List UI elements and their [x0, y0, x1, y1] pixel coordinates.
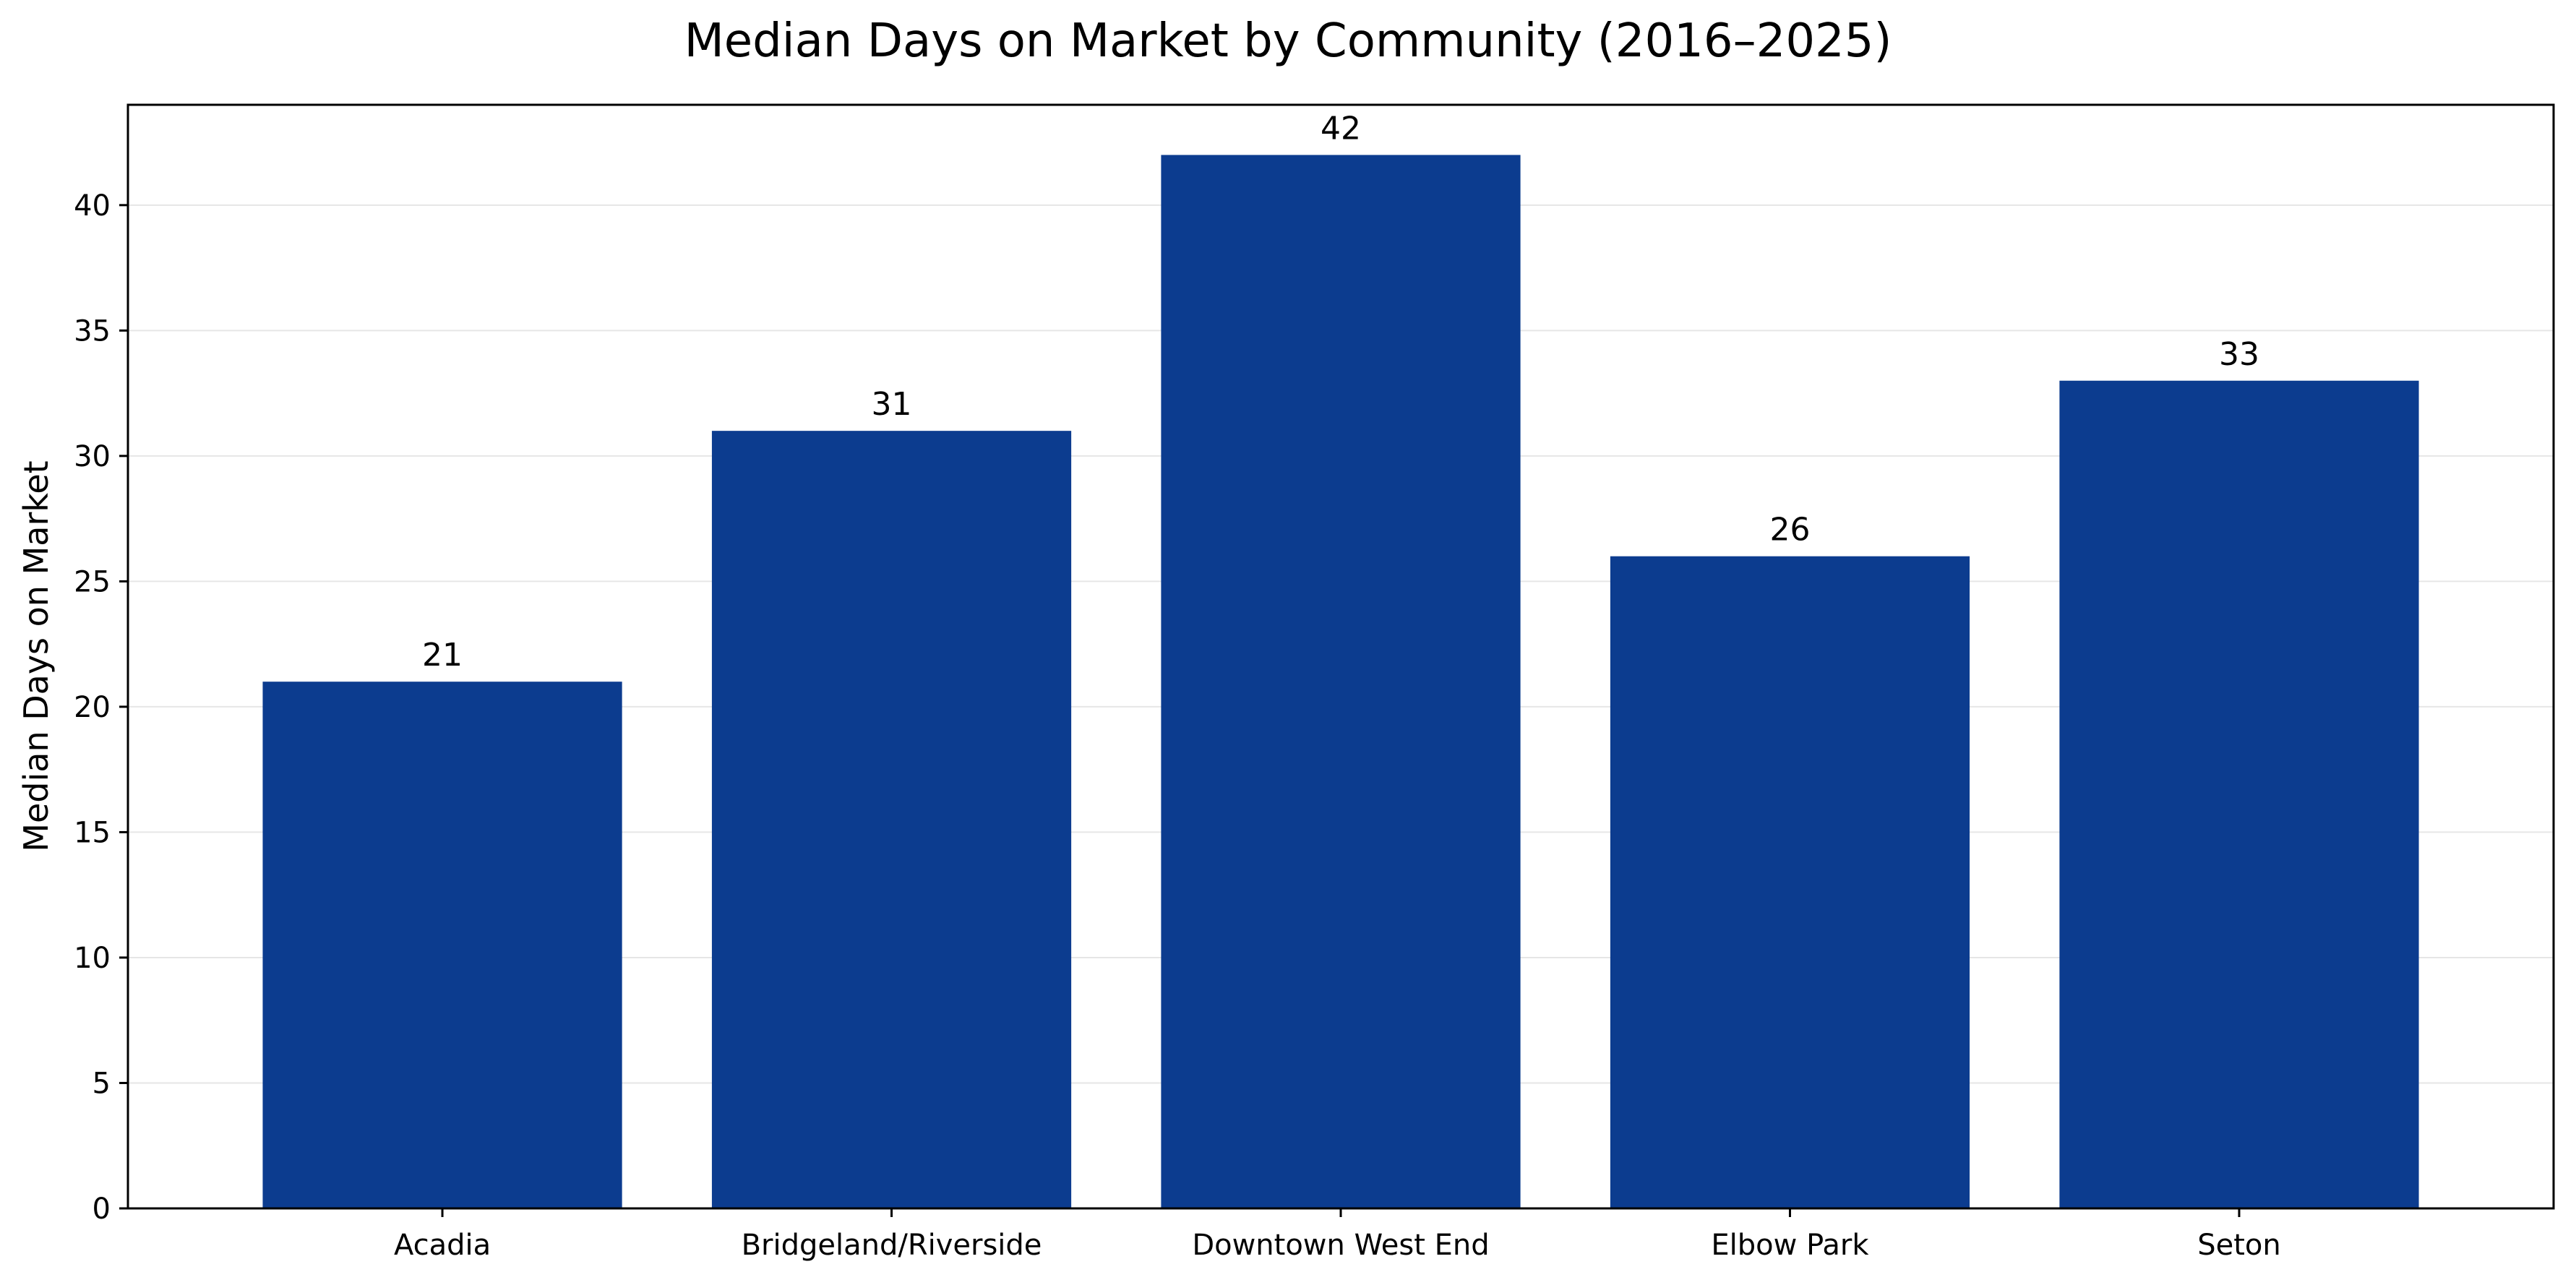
- bar-elbow-park: [1610, 556, 1970, 1208]
- y-tick-label: 0: [93, 1192, 111, 1226]
- x-tick-label: Downtown West End: [1192, 1229, 1489, 1262]
- data-label: 21: [422, 637, 463, 674]
- y-tick-label: 15: [74, 816, 111, 849]
- x-tick-label: Acadia: [394, 1229, 491, 1262]
- y-tick-label: 25: [74, 565, 111, 598]
- data-label: 31: [872, 386, 912, 423]
- bar-seton: [2059, 380, 2419, 1208]
- y-tick-label: 35: [74, 314, 111, 348]
- y-tick-label: 40: [74, 189, 111, 223]
- data-label: 26: [1769, 512, 1810, 549]
- y-axis-ticks: 0 5 10 15 20 25 30 35 40: [74, 189, 128, 1226]
- data-label: 33: [2219, 336, 2259, 373]
- bar-bridgeland-riverside: [711, 431, 1072, 1208]
- x-tick-label: Bridgeland/Riverside: [742, 1229, 1042, 1262]
- bar-acadia: [262, 682, 622, 1208]
- y-tick-label: 5: [93, 1067, 111, 1100]
- x-axis-ticks: Acadia Bridgeland/Riverside Downtown West …: [394, 1208, 2281, 1262]
- x-tick-label: Seton: [2197, 1229, 2281, 1262]
- data-label: 42: [1321, 110, 1361, 147]
- y-tick-label: 20: [74, 691, 111, 724]
- bar-downtown-west-end: [1161, 155, 1521, 1209]
- plot-frame: [126, 103, 2555, 1210]
- x-tick-label: Elbow Park: [1711, 1229, 1869, 1262]
- y-tick-label: 30: [74, 440, 111, 473]
- data-labels: 21 31 42 26 33: [422, 110, 2259, 674]
- y-axis-label: Median Days on Market: [17, 460, 56, 851]
- bars: [262, 155, 2419, 1209]
- y-tick-label: 10: [74, 942, 111, 975]
- chart-title: Median Days on Market by Community (2016…: [684, 14, 1892, 68]
